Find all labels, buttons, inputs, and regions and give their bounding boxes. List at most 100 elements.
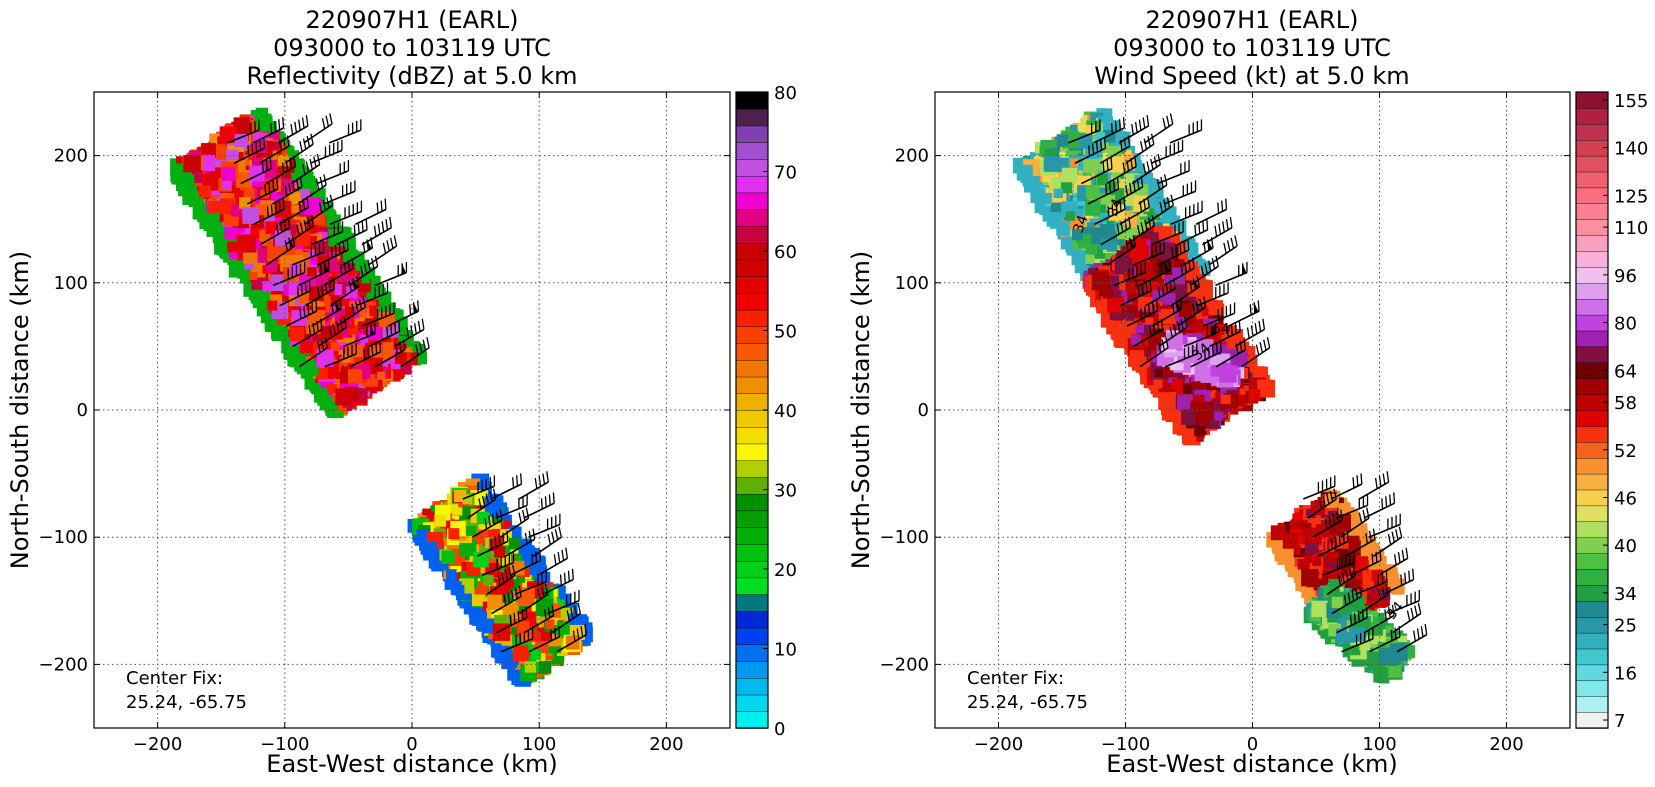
data-cell: [472, 611, 488, 626]
data-cell: [507, 527, 517, 538]
data-cell: [234, 133, 249, 148]
data-cell: [485, 498, 499, 512]
data-cell: [262, 281, 274, 292]
colorbar-segment: [735, 476, 769, 495]
data-cell: [288, 191, 303, 205]
center-fix-annotation: 25.24, -65.75: [126, 692, 247, 713]
chart-title-line: Wind Speed (kt) at 5.0 km: [1094, 62, 1409, 90]
data-cell: [227, 241, 239, 253]
x-tick-label: 200: [649, 734, 683, 755]
data-cell: [202, 211, 220, 229]
data-cell: [377, 371, 386, 380]
data-cell: [330, 342, 340, 352]
data-cell: [492, 623, 511, 641]
colorbar-segment: [735, 627, 769, 646]
data-cell: [515, 573, 525, 583]
data-cell: [524, 661, 537, 673]
data-cell: [221, 166, 236, 181]
colorbar-segment: [735, 593, 769, 612]
data-cell: [342, 297, 355, 309]
data-cell: [316, 222, 327, 233]
data-cell: [522, 548, 540, 566]
colorbar-segment: [735, 644, 769, 662]
data-cell: [494, 546, 506, 558]
chart-title-line: 220907H1 (EARL): [306, 6, 519, 34]
colorbar-tick-label: 20: [774, 560, 797, 581]
data-cell: [242, 207, 260, 224]
data-cell: [208, 200, 221, 214]
data-cell: [400, 362, 410, 372]
data-cell: [325, 363, 339, 378]
colorbar-segment: [735, 208, 769, 227]
data-cell: [237, 248, 248, 259]
chart-title-line: 220907H1 (EARL): [1146, 6, 1359, 34]
data-cell: [455, 584, 465, 595]
y-tick-label: 0: [77, 400, 88, 421]
data-cell: [530, 649, 542, 660]
data-cell: [369, 305, 381, 317]
data-cell: [353, 357, 363, 367]
colorbar-segment: [735, 175, 769, 194]
data-cell: [508, 538, 521, 550]
data-cell: [233, 117, 251, 134]
colorbar-segment: [735, 711, 769, 729]
data-cell: [545, 619, 555, 629]
colorbar-tick-label: 30: [774, 481, 797, 502]
x-axis-label: East-West distance (km): [266, 750, 557, 778]
data-cell: [318, 264, 327, 273]
data-cell: [310, 382, 321, 394]
data-cell: [324, 403, 335, 413]
data-cell: [219, 126, 237, 143]
colorbar-tick-label: 10: [774, 640, 797, 661]
data-cell: [183, 154, 201, 173]
data-cell: [283, 341, 294, 352]
data-cell: [279, 320, 290, 330]
data-cell: [500, 546, 512, 558]
colorbar-segment: [735, 677, 769, 696]
panel-reflectivity: 220907H1 (EARL)093000 to 103119 UTCRefle…: [6, 6, 797, 778]
colorbar-segment: [735, 225, 769, 244]
data-cell: [487, 594, 503, 610]
data-cell: [493, 642, 509, 659]
colorbar-tick-label: 60: [774, 242, 797, 263]
data-cell: [466, 525, 477, 536]
y-tick-label: 200: [54, 146, 88, 167]
colorbar-segment: [735, 275, 769, 294]
x-tick-label: 0: [406, 734, 417, 755]
data-cell: [302, 359, 319, 376]
data-cell: [316, 349, 334, 367]
data-cell: [347, 369, 363, 384]
y-axis-label: North-South distance (km): [6, 251, 34, 570]
data-cell: [239, 197, 251, 209]
colorbar-segment: [735, 409, 769, 428]
data-cell: [450, 563, 462, 575]
data-cell: [213, 226, 229, 242]
data-cell: [531, 631, 542, 642]
data-cell: [507, 658, 518, 669]
data-cell: [424, 541, 437, 554]
data-cell: [313, 214, 325, 225]
colorbar-segment: [735, 510, 769, 528]
data-cell: [324, 342, 335, 352]
panel-wind-speed: 220907H1 (EARL)093000 to 103119 UTCWind …: [847, 6, 1648, 778]
data-cell: [557, 645, 568, 657]
colorbar-segment: [735, 108, 769, 127]
data-cell: [253, 289, 271, 307]
data-cell: [249, 271, 258, 280]
data-cell: [347, 325, 358, 335]
chart-title-line: 093000 to 103119 UTC: [1113, 34, 1391, 62]
y-tick-label: −200: [39, 654, 88, 675]
data-cell: [271, 315, 284, 328]
data-cell: [517, 620, 530, 633]
colorbar-segment: [735, 443, 769, 461]
colorbar-segment: [735, 694, 769, 712]
data-cell: [347, 267, 356, 276]
data-cell: [471, 592, 486, 607]
colorbar-tick-label: 80: [774, 83, 797, 104]
data-cell: [541, 587, 550, 597]
data-cell: [538, 660, 552, 674]
colorbar-segment: [735, 543, 769, 562]
data-cell: [233, 261, 242, 270]
